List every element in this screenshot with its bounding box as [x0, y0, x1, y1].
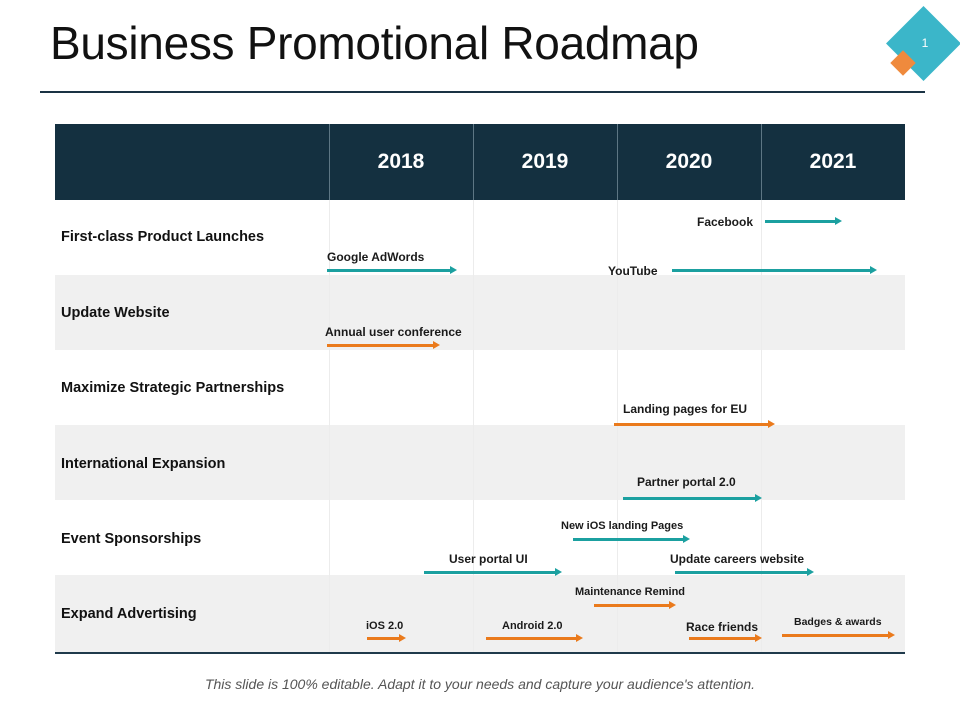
milestone-arrow	[367, 634, 406, 642]
milestone-label: Annual user conference	[325, 325, 462, 339]
table-row: Expand Advertising	[55, 575, 905, 652]
milestone-label: Facebook	[697, 215, 754, 229]
header-separator	[617, 124, 618, 200]
milestone-arrow	[327, 266, 457, 274]
milestone-label: Badges & awards	[794, 616, 882, 628]
row-label: Expand Advertising	[61, 606, 197, 622]
year-header-2020: 2020	[665, 150, 713, 173]
table-header: 2018 2019 2020 2021	[55, 124, 905, 200]
milestone-arrow	[573, 535, 690, 543]
slide-title: Business Promotional Roadmap	[50, 17, 699, 69]
column-divider	[761, 200, 762, 652]
table-row: Event Sponsorships	[55, 500, 905, 575]
row-label: Maximize Strategic Partnerships	[61, 380, 285, 396]
row-label: Event Sponsorships	[61, 531, 202, 547]
column-divider	[473, 200, 474, 652]
milestone-label: New iOS landing Pages	[561, 520, 684, 532]
header-separator	[473, 124, 474, 200]
milestone-label: YouTube	[608, 264, 658, 278]
milestone-arrow	[782, 631, 895, 639]
milestone-arrow	[689, 634, 762, 642]
column-divider	[617, 200, 618, 652]
milestone-label: Google AdWords	[327, 250, 425, 264]
row-label: International Expansion	[61, 456, 226, 472]
table-row: Update Website	[55, 275, 905, 350]
table-row: First-class Product Launches	[55, 200, 905, 275]
milestone-arrow	[424, 568, 562, 576]
page-number: 1	[921, 36, 929, 50]
row-label: Update Website	[61, 305, 170, 321]
row-label: First-class Product Launches	[61, 229, 265, 245]
milestone-label: Update careers website	[670, 552, 805, 566]
column-divider	[329, 200, 330, 652]
roadmap-table: 2018 2019 2020 2021 First-class Product …	[55, 124, 905, 654]
milestone-arrow	[672, 266, 877, 274]
milestone-label: Partner portal 2.0	[637, 475, 736, 489]
milestone-label: Landing pages for EU	[623, 402, 748, 416]
milestone-arrow	[623, 494, 762, 502]
milestone-label: Android 2.0	[502, 620, 563, 632]
year-header-2018: 2018	[377, 150, 425, 173]
milestone-arrow	[486, 634, 583, 642]
milestone-label: User portal UI	[449, 552, 528, 566]
milestone-arrow	[327, 341, 440, 349]
title-divider	[40, 91, 925, 93]
milestone-label: Maintenance Remind	[575, 586, 686, 598]
footer-note: This slide is 100% editable. Adapt it to…	[204, 676, 756, 692]
milestone-arrow	[765, 217, 842, 225]
header-separator	[761, 124, 762, 200]
milestone-arrow	[675, 568, 814, 576]
header-separator	[329, 124, 330, 200]
year-header-2019: 2019	[521, 150, 569, 173]
milestone-arrow	[614, 420, 775, 428]
milestone-arrow	[594, 601, 676, 609]
milestone-label: Race friends	[686, 620, 759, 634]
table-row: Maximize Strategic Partnerships	[55, 350, 905, 425]
milestone-label: iOS 2.0	[366, 620, 404, 632]
table-bottom-rule	[55, 652, 905, 654]
year-header-2021: 2021	[809, 150, 857, 173]
table-row: International Expansion	[55, 425, 905, 500]
